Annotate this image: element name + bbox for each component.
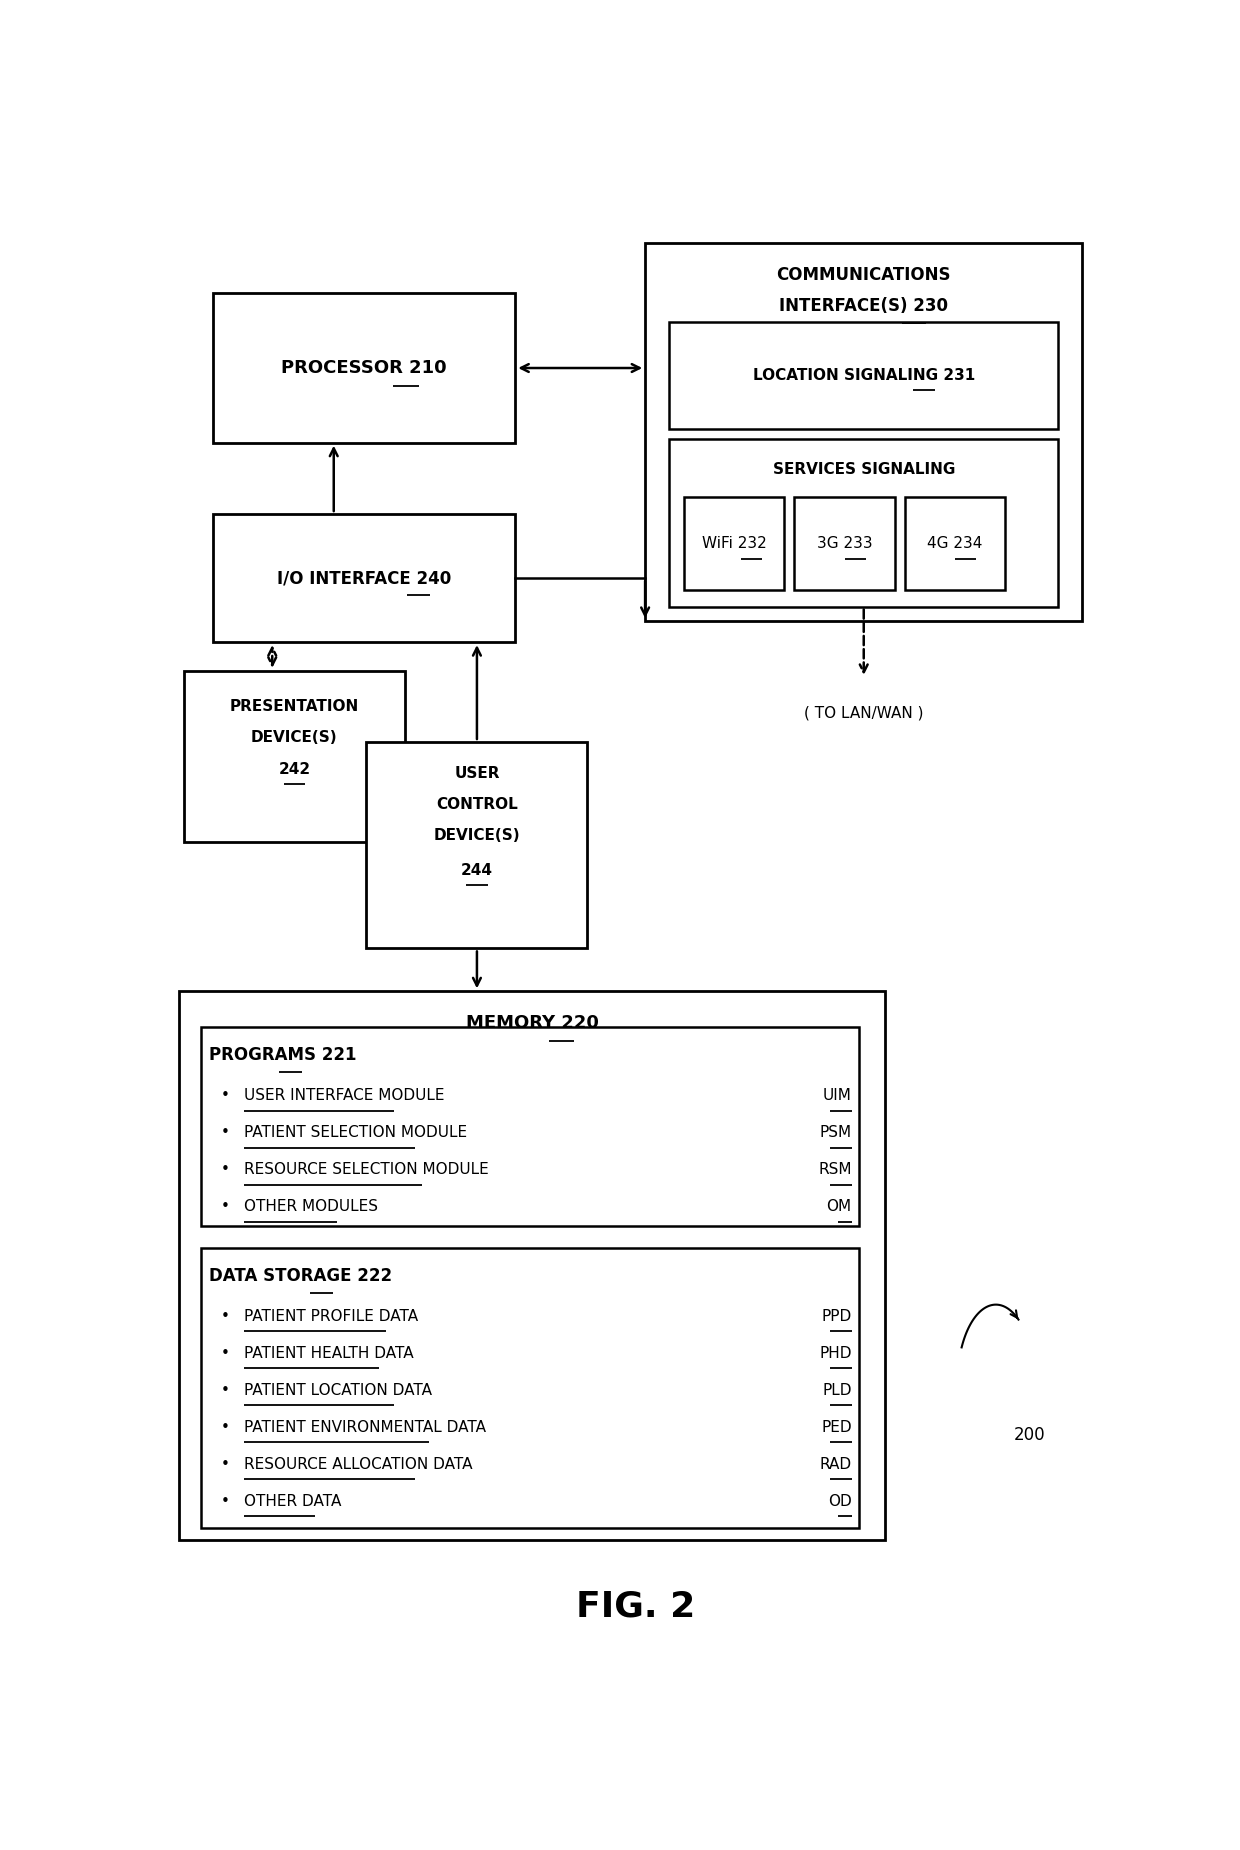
Bar [670,438,1059,607]
Text: PSM: PSM [820,1125,852,1140]
Text: PROGRAMS 221: PROGRAMS 221 [208,1047,356,1064]
Text: •: • [221,1419,229,1434]
Text: 242: 242 [278,762,310,777]
Text: PLD: PLD [822,1382,852,1397]
Text: 4G 234: 4G 234 [928,536,983,551]
Text: COMMUNICATIONS: COMMUNICATIONS [776,266,951,283]
Bar [213,294,516,442]
Text: OTHER DATA: OTHER DATA [244,1493,342,1510]
Text: WiFi 232: WiFi 232 [702,536,766,551]
Text: RESOURCE SELECTION MODULE: RESOURCE SELECTION MODULE [244,1162,489,1177]
Bar [213,514,516,642]
Text: RSM: RSM [818,1162,852,1177]
Text: •: • [221,1162,229,1177]
Text: INTERFACE(S) 230: INTERFACE(S) 230 [779,298,949,315]
Text: PATIENT SELECTION MODULE: PATIENT SELECTION MODULE [244,1125,467,1140]
Text: DEVICE(S): DEVICE(S) [250,731,337,746]
Bar [201,1027,859,1227]
Text: •: • [221,1125,229,1140]
Text: CONTROL: CONTROL [436,797,518,812]
Text: •: • [221,1382,229,1397]
Text: OTHER MODULES: OTHER MODULES [244,1199,378,1214]
Text: PATIENT PROFILE DATA: PATIENT PROFILE DATA [244,1308,418,1323]
Text: OM: OM [827,1199,852,1214]
Text: •: • [221,1088,229,1103]
Text: RESOURCE ALLOCATION DATA: RESOURCE ALLOCATION DATA [244,1456,472,1471]
Text: 3G 233: 3G 233 [817,536,872,551]
Text: PATIENT ENVIRONMENTAL DATA: PATIENT ENVIRONMENTAL DATA [244,1419,486,1434]
Text: USER: USER [454,766,500,781]
Text: •: • [221,1456,229,1471]
Text: PATIENT LOCATION DATA: PATIENT LOCATION DATA [244,1382,433,1397]
Text: USER INTERFACE MODULE: USER INTERFACE MODULE [244,1088,445,1103]
Text: MEMORY 220: MEMORY 220 [466,1014,599,1032]
Text: •: • [221,1308,229,1323]
Text: •: • [221,1345,229,1360]
Text: PROCESSOR 210: PROCESSOR 210 [281,359,446,377]
Text: ( TO LAN/WAN ): ( TO LAN/WAN ) [804,707,924,722]
Bar [645,244,1083,622]
Text: DATA STORAGE 222: DATA STORAGE 222 [208,1267,392,1286]
Text: UIM: UIM [823,1088,852,1103]
Text: OD: OD [828,1493,852,1510]
Bar [184,672,404,842]
Text: FIG. 2: FIG. 2 [575,1589,696,1624]
Text: LOCATION SIGNALING 231: LOCATION SIGNALING 231 [753,368,975,383]
Text: PPD: PPD [821,1308,852,1323]
Text: PED: PED [821,1419,852,1434]
Bar [683,498,785,590]
Text: PATIENT HEALTH DATA: PATIENT HEALTH DATA [244,1345,414,1360]
Bar [201,1247,859,1528]
Text: 200: 200 [1013,1426,1045,1443]
Bar [794,498,895,590]
Bar [367,742,588,949]
Text: PHD: PHD [820,1345,852,1360]
Text: RAD: RAD [820,1456,852,1471]
Text: 244: 244 [461,862,494,877]
Text: I/O INTERFACE 240: I/O INTERFACE 240 [277,570,451,586]
Text: PRESENTATION: PRESENTATION [229,699,358,714]
Bar [670,322,1059,429]
Bar [905,498,1006,590]
Bar [179,992,885,1539]
Text: •: • [221,1493,229,1510]
Text: DEVICE(S): DEVICE(S) [434,829,521,844]
Text: SERVICES SIGNALING: SERVICES SIGNALING [773,462,955,477]
Text: •: • [221,1199,229,1214]
